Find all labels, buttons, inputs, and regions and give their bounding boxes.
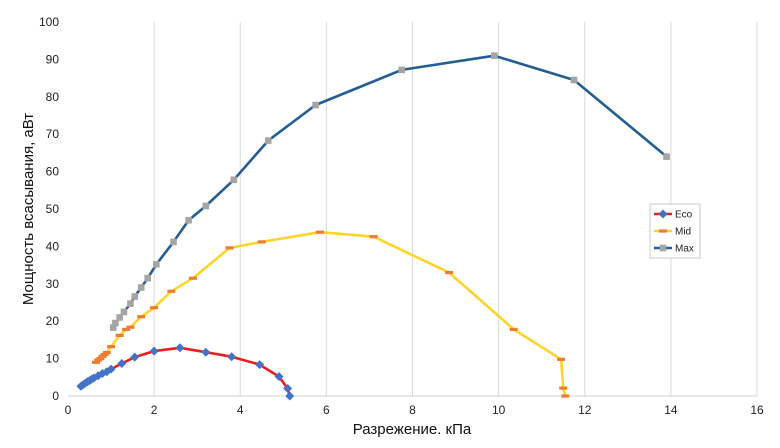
data-point-max xyxy=(131,293,139,300)
data-point-max xyxy=(127,300,134,307)
legend-marker xyxy=(658,209,668,219)
data-point-mid xyxy=(115,333,124,338)
data-point-mid xyxy=(225,246,234,250)
y-tick-label: 100 xyxy=(39,15,59,29)
series-max xyxy=(109,52,670,331)
data-point-max xyxy=(120,308,128,316)
legend-item-eco: Eco xyxy=(654,209,693,221)
x-tick-label: 12 xyxy=(578,403,592,417)
data-point-mid xyxy=(559,386,568,390)
x-tick-labels: 0 2 4 6 8 10 12 14 16 xyxy=(65,403,764,417)
data-point-max xyxy=(109,324,117,331)
legend-label: Eco xyxy=(675,210,693,221)
y-tick-label: 0 xyxy=(52,389,59,403)
data-point-mid xyxy=(445,270,454,275)
data-point-max xyxy=(137,284,145,291)
gridlines xyxy=(153,22,758,396)
legend-item-mid: Mid xyxy=(654,227,691,238)
x-tick-label: 8 xyxy=(409,403,416,417)
y-tick-label: 40 xyxy=(46,239,60,253)
data-point-mid xyxy=(102,351,111,355)
legend-label: Mid xyxy=(675,227,691,238)
x-tick-label: 6 xyxy=(323,403,330,417)
data-point-max xyxy=(116,314,123,321)
data-point-eco xyxy=(175,343,185,353)
data-point-mid xyxy=(100,352,109,357)
data-point-mid xyxy=(137,315,146,319)
data-point-eco xyxy=(149,346,159,356)
legend-item-max: Max xyxy=(654,244,694,255)
data-point-mid xyxy=(122,327,131,332)
data-point-max xyxy=(230,176,238,184)
y-tick-label: 50 xyxy=(46,202,60,216)
data-point-max xyxy=(491,52,498,59)
data-point-max xyxy=(202,202,210,210)
y-tick-label: 90 xyxy=(46,52,60,66)
data-point-eco xyxy=(274,372,284,382)
data-point-mid xyxy=(167,289,176,293)
data-point-mid xyxy=(150,306,159,310)
data-point-mid xyxy=(126,325,135,329)
series-eco xyxy=(76,343,295,401)
data-point-max xyxy=(144,274,151,282)
x-tick-label: 4 xyxy=(237,403,244,417)
y-tick-label: 20 xyxy=(46,314,60,328)
data-point-max xyxy=(570,76,578,84)
data-point-eco xyxy=(117,358,127,368)
y-tick-labels: 0 10 20 30 40 50 60 70 80 90 100 xyxy=(39,15,59,403)
data-point-max xyxy=(663,153,670,160)
data-point-mid xyxy=(107,345,116,349)
data-point-max xyxy=(170,238,177,246)
data-point-mid xyxy=(557,357,566,361)
y-tick-label: 10 xyxy=(46,352,60,366)
data-point-mid xyxy=(315,230,324,234)
data-point-max xyxy=(264,137,272,144)
data-point-mid xyxy=(257,240,266,244)
data-point-eco xyxy=(283,384,293,394)
data-point-max xyxy=(185,216,192,224)
data-point-mid xyxy=(188,276,197,280)
data-point-eco xyxy=(106,364,116,374)
data-point-mid xyxy=(369,235,378,239)
data-point-max xyxy=(312,101,319,109)
data-point-mid xyxy=(91,360,100,364)
data-point-eco xyxy=(255,360,265,370)
data-point-mid xyxy=(96,357,105,361)
legend-label: Max xyxy=(675,244,694,255)
series-group xyxy=(76,52,670,401)
legend-marker xyxy=(659,244,667,252)
data-point-eco xyxy=(227,352,237,362)
data-point-mid xyxy=(98,354,107,358)
series-line-max xyxy=(111,54,668,329)
legend: Eco Mid Max xyxy=(649,203,701,259)
series-mid xyxy=(91,230,570,398)
y-tick-label: 70 xyxy=(46,127,60,141)
data-point-mid xyxy=(561,394,570,398)
y-tick-label: 30 xyxy=(46,277,60,291)
data-point-eco xyxy=(285,391,295,401)
y-tick-label: 80 xyxy=(46,90,60,104)
data-point-eco xyxy=(201,347,211,357)
x-tick-label: 0 xyxy=(65,403,72,417)
y-axis-title: Мощность всасывания, аВт xyxy=(20,113,37,305)
series-line-mid xyxy=(94,230,567,398)
x-tick-label: 10 xyxy=(492,403,506,417)
data-point-eco xyxy=(130,352,140,362)
data-point-max xyxy=(398,66,406,74)
data-point-mid xyxy=(509,327,518,332)
data-point-max xyxy=(152,261,160,268)
x-tick-label: 16 xyxy=(750,403,764,417)
x-tick-label: 14 xyxy=(664,403,678,417)
legend-marker xyxy=(659,229,667,233)
data-point-max xyxy=(112,319,119,327)
y-tick-label: 60 xyxy=(46,165,60,179)
x-tick-label: 2 xyxy=(151,403,158,417)
x-axis-title: Разрежение. кПа xyxy=(353,421,472,438)
